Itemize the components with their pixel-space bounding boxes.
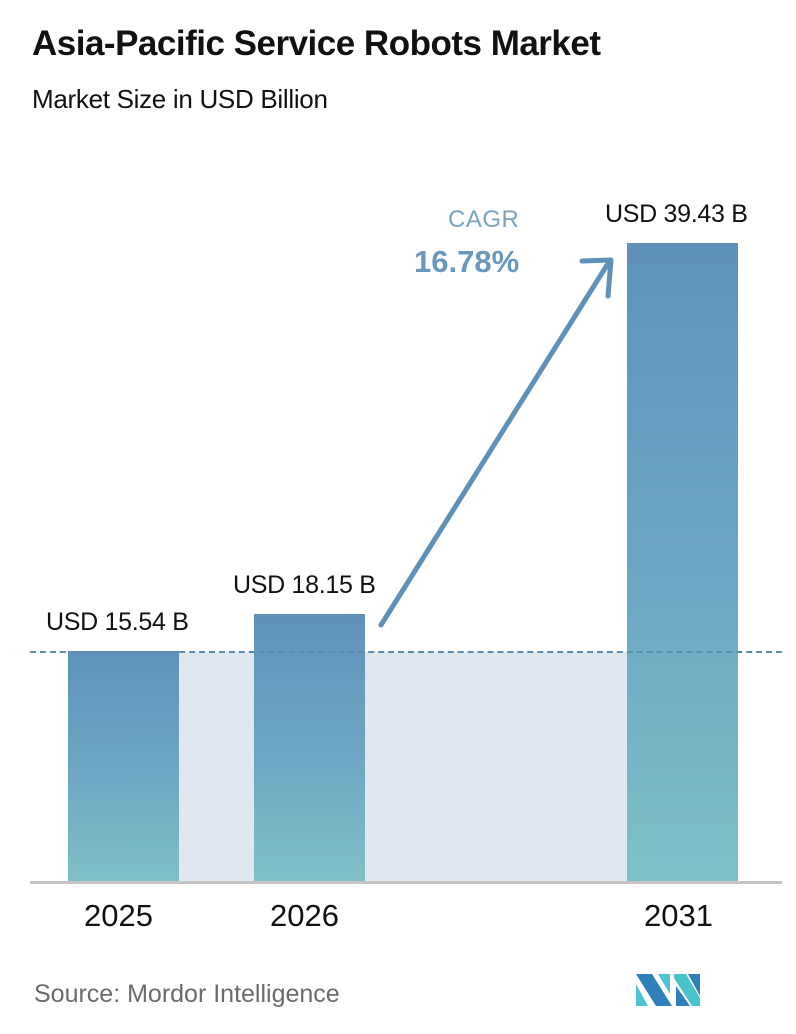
x-tick-2026: 2026: [270, 898, 339, 933]
value-label-2025: USD 15.54 B: [46, 608, 189, 636]
x-tick-2031: 2031: [644, 898, 713, 933]
x-axis-baseline: [30, 881, 782, 884]
source-text: Source: Mordor Intelligence: [34, 980, 340, 1008]
x-tick-2025: 2025: [84, 898, 153, 933]
bar-2031: [627, 243, 738, 882]
value-label-2031: USD 39.43 B: [605, 200, 748, 228]
chart-subtitle: Market Size in USD Billion: [32, 84, 328, 114]
cagr-label: CAGR: [448, 206, 520, 233]
bar-2025: [68, 651, 179, 882]
cagr-value: 16.78%: [414, 244, 520, 279]
mordor-intelligence-logo-icon: [636, 974, 700, 1006]
value-label-2026: USD 18.15 B: [233, 571, 376, 599]
base-value-band: [68, 652, 738, 882]
reference-dashed-line: [30, 651, 782, 653]
chart-title: Asia-Pacific Service Robots Market: [32, 24, 601, 63]
bar-2026: [254, 614, 365, 882]
